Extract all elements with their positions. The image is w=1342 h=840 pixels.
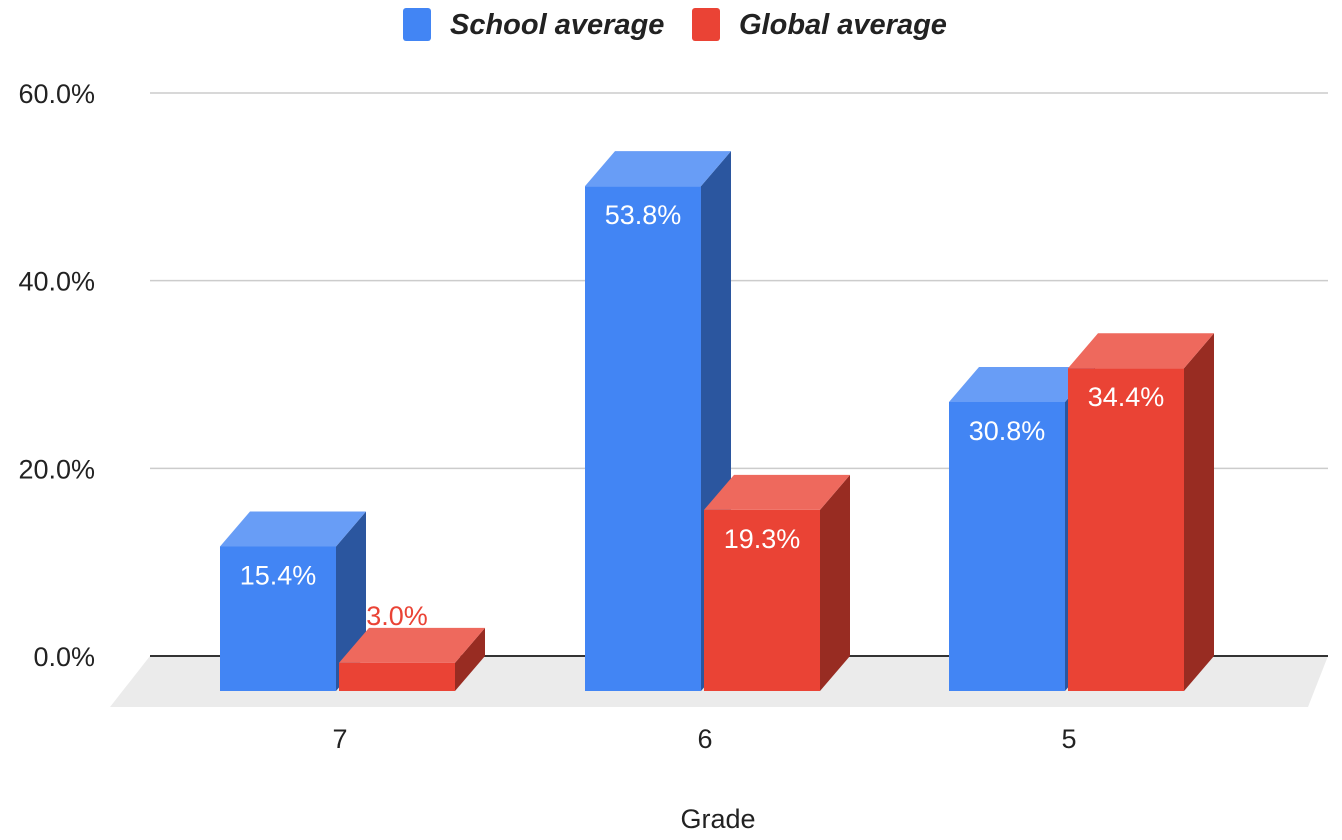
bar-front — [704, 509, 820, 691]
data-labels: 15.4% 3.0% 53.8% 19.3% 30.8% 34.4% — [240, 200, 1165, 631]
bar-top — [585, 151, 731, 187]
legend-item[interactable]: School average — [403, 8, 664, 41]
bar — [704, 474, 850, 691]
bar-side — [820, 474, 850, 691]
legend-swatch — [403, 8, 431, 41]
x-axis-title: Grade — [680, 804, 755, 834]
bar-front — [585, 186, 701, 691]
legend-swatch — [692, 8, 720, 41]
data-label: 30.8% — [969, 416, 1046, 446]
bar — [339, 627, 485, 691]
data-label: 34.4% — [1088, 382, 1165, 412]
bar — [1068, 333, 1214, 691]
bar-top — [1068, 333, 1214, 369]
bar-top — [220, 511, 366, 547]
y-tick-label: 40.0% — [18, 267, 95, 297]
x-tick-label: 5 — [1061, 724, 1076, 754]
x-tick-label: 6 — [697, 724, 712, 754]
x-tick-label: 7 — [332, 724, 347, 754]
x-axis-ticks: 7 6 5 — [332, 724, 1076, 754]
legend-label: School average — [450, 9, 664, 41]
bar-front — [1068, 368, 1184, 691]
data-label: 19.3% — [724, 524, 801, 554]
legend[interactable]: School average Global average — [403, 8, 947, 41]
data-label: 53.8% — [605, 200, 682, 230]
bar-side — [1184, 333, 1214, 691]
y-tick-label: 0.0% — [33, 642, 95, 672]
legend-label: Global average — [739, 9, 947, 41]
y-axis-ticks: 0.0% 20.0% 40.0% 60.0% — [18, 79, 95, 672]
bar-side — [455, 627, 485, 691]
data-label: 15.4% — [240, 560, 317, 590]
bar-front — [339, 662, 455, 691]
legend-item[interactable]: Global average — [692, 8, 947, 41]
bar-top — [949, 366, 1095, 402]
bar-front — [220, 546, 336, 691]
y-tick-label: 20.0% — [18, 454, 95, 484]
bar-front — [949, 401, 1065, 691]
bars — [220, 151, 1214, 692]
bar-top — [339, 627, 485, 663]
data-label: 3.0% — [366, 601, 428, 631]
y-tick-label: 60.0% — [18, 79, 95, 109]
bar-top — [704, 474, 850, 510]
